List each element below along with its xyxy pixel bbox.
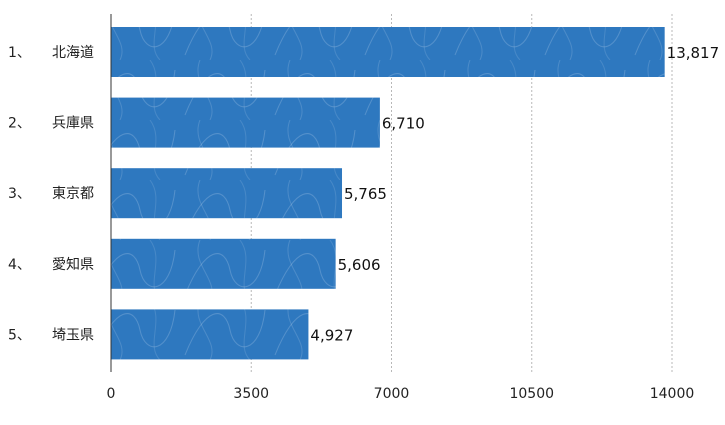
category-label: 東京都 bbox=[52, 186, 94, 202]
rank-label: 2、 bbox=[8, 116, 31, 132]
x-tick-label: 14000 bbox=[650, 386, 695, 402]
category-label: 兵庫県 bbox=[52, 115, 94, 132]
value-label: 13,817 bbox=[667, 44, 720, 62]
bar-texture bbox=[111, 168, 343, 219]
bar-texture bbox=[111, 97, 380, 148]
rank-label: 4、 bbox=[8, 257, 31, 273]
x-tick-label: 3500 bbox=[233, 386, 269, 402]
bar-texture bbox=[111, 238, 336, 289]
bar-texture bbox=[111, 309, 309, 360]
category-labels: 1、 北海道 2、 兵庫県 3、 東京都 4、 愛知県 5、 埼玉県 bbox=[8, 45, 94, 343]
rank-label: 1、 bbox=[8, 45, 31, 61]
x-tick-label: 7000 bbox=[374, 386, 410, 402]
value-label: 5,606 bbox=[338, 256, 381, 274]
bars bbox=[111, 27, 665, 360]
bar-texture bbox=[111, 27, 665, 77]
value-label: 4,927 bbox=[310, 326, 353, 344]
category-label: 埼玉県 bbox=[52, 327, 94, 343]
x-tick-label: 0 bbox=[107, 386, 116, 402]
x-tick-label: 10500 bbox=[509, 386, 554, 402]
value-labels: 13,817 6,710 5,765 5,606 4,927 bbox=[310, 44, 719, 344]
value-label: 6,710 bbox=[382, 115, 425, 133]
value-label: 5,765 bbox=[344, 185, 387, 203]
category-label: 愛知県 bbox=[52, 256, 94, 273]
rank-label: 3、 bbox=[8, 186, 31, 202]
category-label: 北海道 bbox=[52, 45, 94, 61]
x-axis-tick-labels: 0 3500 7000 10500 14000 bbox=[107, 386, 695, 402]
rank-label: 5、 bbox=[8, 327, 31, 343]
